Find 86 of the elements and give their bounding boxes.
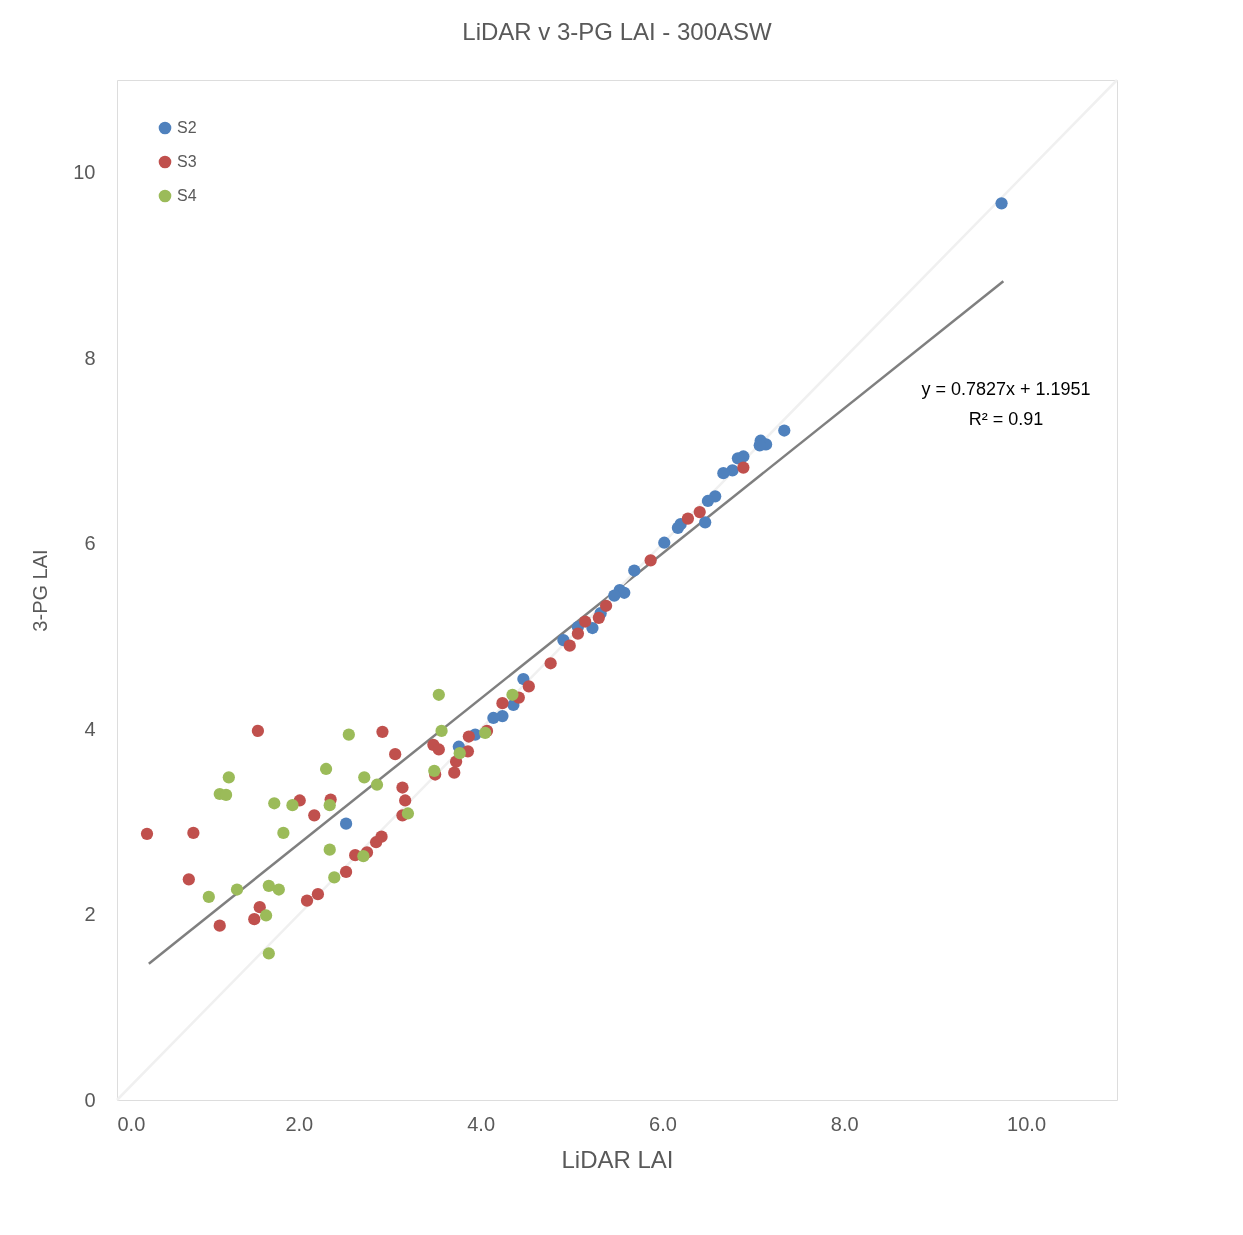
point <box>230 883 244 896</box>
point <box>599 599 613 612</box>
point <box>342 728 355 741</box>
point <box>428 764 441 777</box>
x-tick-label: 6.0 <box>649 1112 677 1135</box>
legend-label: S3 <box>177 153 197 170</box>
point <box>432 688 445 701</box>
x-tick-label: 8.0 <box>830 1112 859 1135</box>
point <box>286 799 299 812</box>
point <box>323 843 336 856</box>
point <box>259 909 273 922</box>
point <box>399 794 412 807</box>
point <box>328 871 341 884</box>
x-tick-label: 4.0 <box>467 1112 496 1135</box>
point <box>319 762 333 776</box>
point <box>544 657 557 670</box>
point <box>262 879 275 892</box>
point <box>396 781 409 794</box>
point <box>658 536 671 549</box>
point <box>357 850 370 863</box>
x-tick-label: 2.0 <box>285 1112 314 1135</box>
point <box>253 901 266 914</box>
point <box>262 947 275 960</box>
point <box>222 771 235 784</box>
point <box>272 883 285 896</box>
point <box>389 748 402 761</box>
point <box>401 807 415 820</box>
point <box>487 711 500 725</box>
point <box>995 197 1008 210</box>
point <box>308 809 321 822</box>
point <box>182 873 195 886</box>
point <box>448 766 461 779</box>
point <box>277 826 290 840</box>
x-tick-label: 0.0 <box>117 1112 146 1135</box>
point <box>644 554 657 567</box>
point <box>370 778 384 791</box>
point <box>628 564 641 577</box>
y-tick-label: 8 <box>84 346 96 369</box>
point <box>608 589 621 602</box>
point <box>693 506 706 519</box>
point <box>187 826 200 840</box>
annotation: R² = 0.91 <box>968 409 1044 429</box>
point <box>358 771 371 784</box>
point <box>462 730 475 743</box>
y-tick-label: 10 <box>73 161 96 184</box>
point <box>435 724 448 738</box>
point <box>268 797 281 810</box>
point <box>300 894 314 907</box>
y-tick-label: 6 <box>84 532 96 555</box>
point <box>563 639 576 652</box>
point <box>778 424 791 437</box>
point <box>376 725 389 738</box>
y-axis-title: 3-PG LAI <box>29 549 52 632</box>
point <box>701 494 715 508</box>
point <box>506 688 519 701</box>
point <box>592 611 605 624</box>
point <box>213 919 226 932</box>
point <box>579 615 592 628</box>
point <box>202 890 215 904</box>
point <box>681 512 695 525</box>
point <box>311 888 325 901</box>
point <box>496 697 509 710</box>
legend-label: S4 <box>177 187 197 204</box>
point <box>717 467 730 480</box>
point <box>323 799 336 812</box>
point <box>522 680 535 693</box>
annotation: y = 0.7827x + 1.1951 <box>921 379 1091 399</box>
x-tick-label: 10.0 <box>1007 1112 1047 1135</box>
point <box>453 747 466 760</box>
point <box>432 743 445 756</box>
point <box>248 913 261 926</box>
legend-label: S2 <box>177 119 197 136</box>
point <box>737 461 750 474</box>
point <box>699 516 712 529</box>
point <box>571 627 585 640</box>
point <box>375 830 388 843</box>
y-tick-label: 0 <box>84 1088 96 1111</box>
point <box>251 724 265 738</box>
point <box>339 865 353 878</box>
chart-title: LiDAR v 3-PG LAI - 300ASW <box>462 17 773 45</box>
point <box>219 788 233 802</box>
point <box>140 827 154 840</box>
y-tick-label: 4 <box>84 717 96 740</box>
point <box>339 817 353 830</box>
x-axis-title: LiDAR LAI <box>561 1145 674 1173</box>
y-tick-label: 2 <box>84 903 96 926</box>
